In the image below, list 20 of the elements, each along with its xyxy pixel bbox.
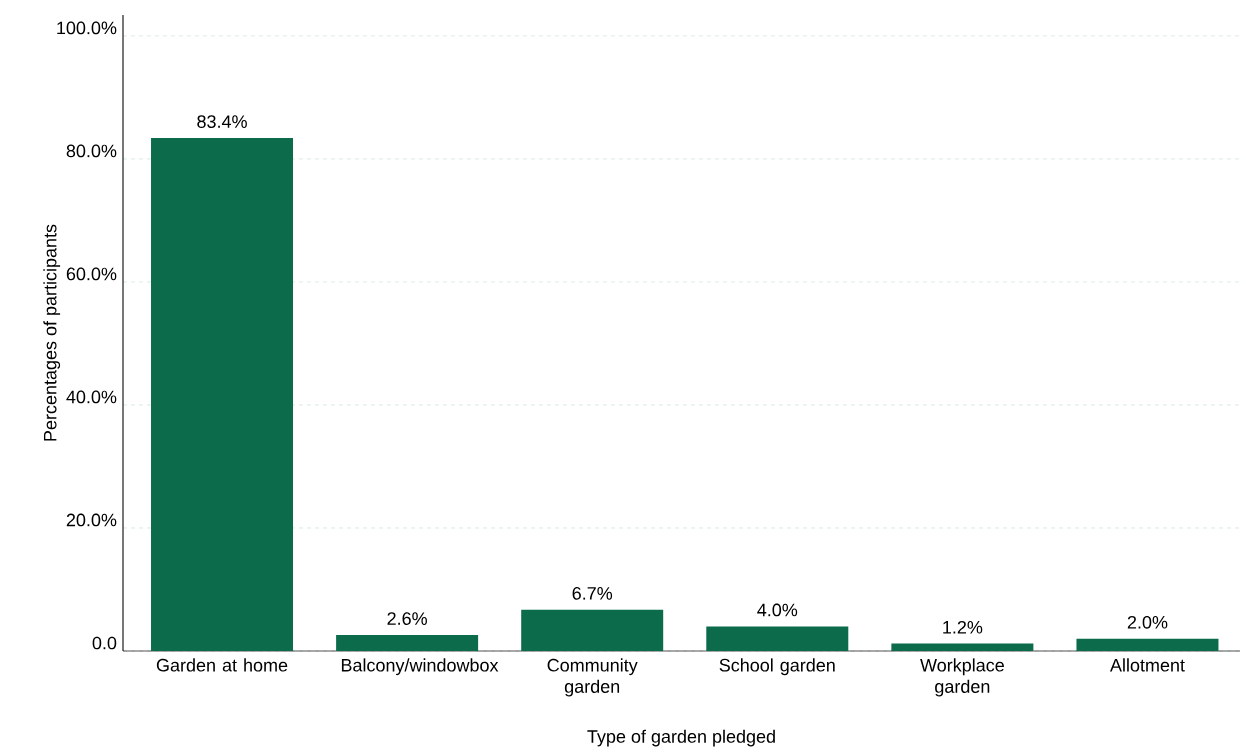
y-tick-label: 60.0%	[66, 267, 117, 281]
y-tick-label: 100.0%	[57, 21, 117, 35]
data-label: 6.7%	[572, 587, 613, 600]
data-label: 2.0%	[1127, 615, 1168, 629]
x-axis-title: Type of garden pledged	[587, 729, 775, 747]
data-label: 4.0%	[757, 603, 798, 617]
x-tick-label: Garden at home	[156, 658, 288, 672]
x-tick-label: Allotment	[1109, 658, 1185, 672]
x-tick-label: Balcony/windowbox	[341, 658, 499, 676]
data-label: 1.2%	[943, 620, 983, 634]
y-tick-label: 80.0%	[66, 144, 117, 158]
y-tick-label: 0.0	[92, 636, 117, 650]
y-tick-label: 40.0%	[66, 390, 117, 404]
data-label: 2.6%	[387, 612, 427, 625]
y-axis-title: Percentages of participants	[43, 224, 61, 441]
data-label: 83.4%	[197, 115, 247, 128]
x-tick-label: School garden	[719, 658, 835, 676]
x-tick-label: Workplace garden	[920, 658, 1004, 697]
x-tick-label: Community garden	[547, 658, 638, 697]
y-tick-label: 20.0%	[66, 513, 117, 527]
